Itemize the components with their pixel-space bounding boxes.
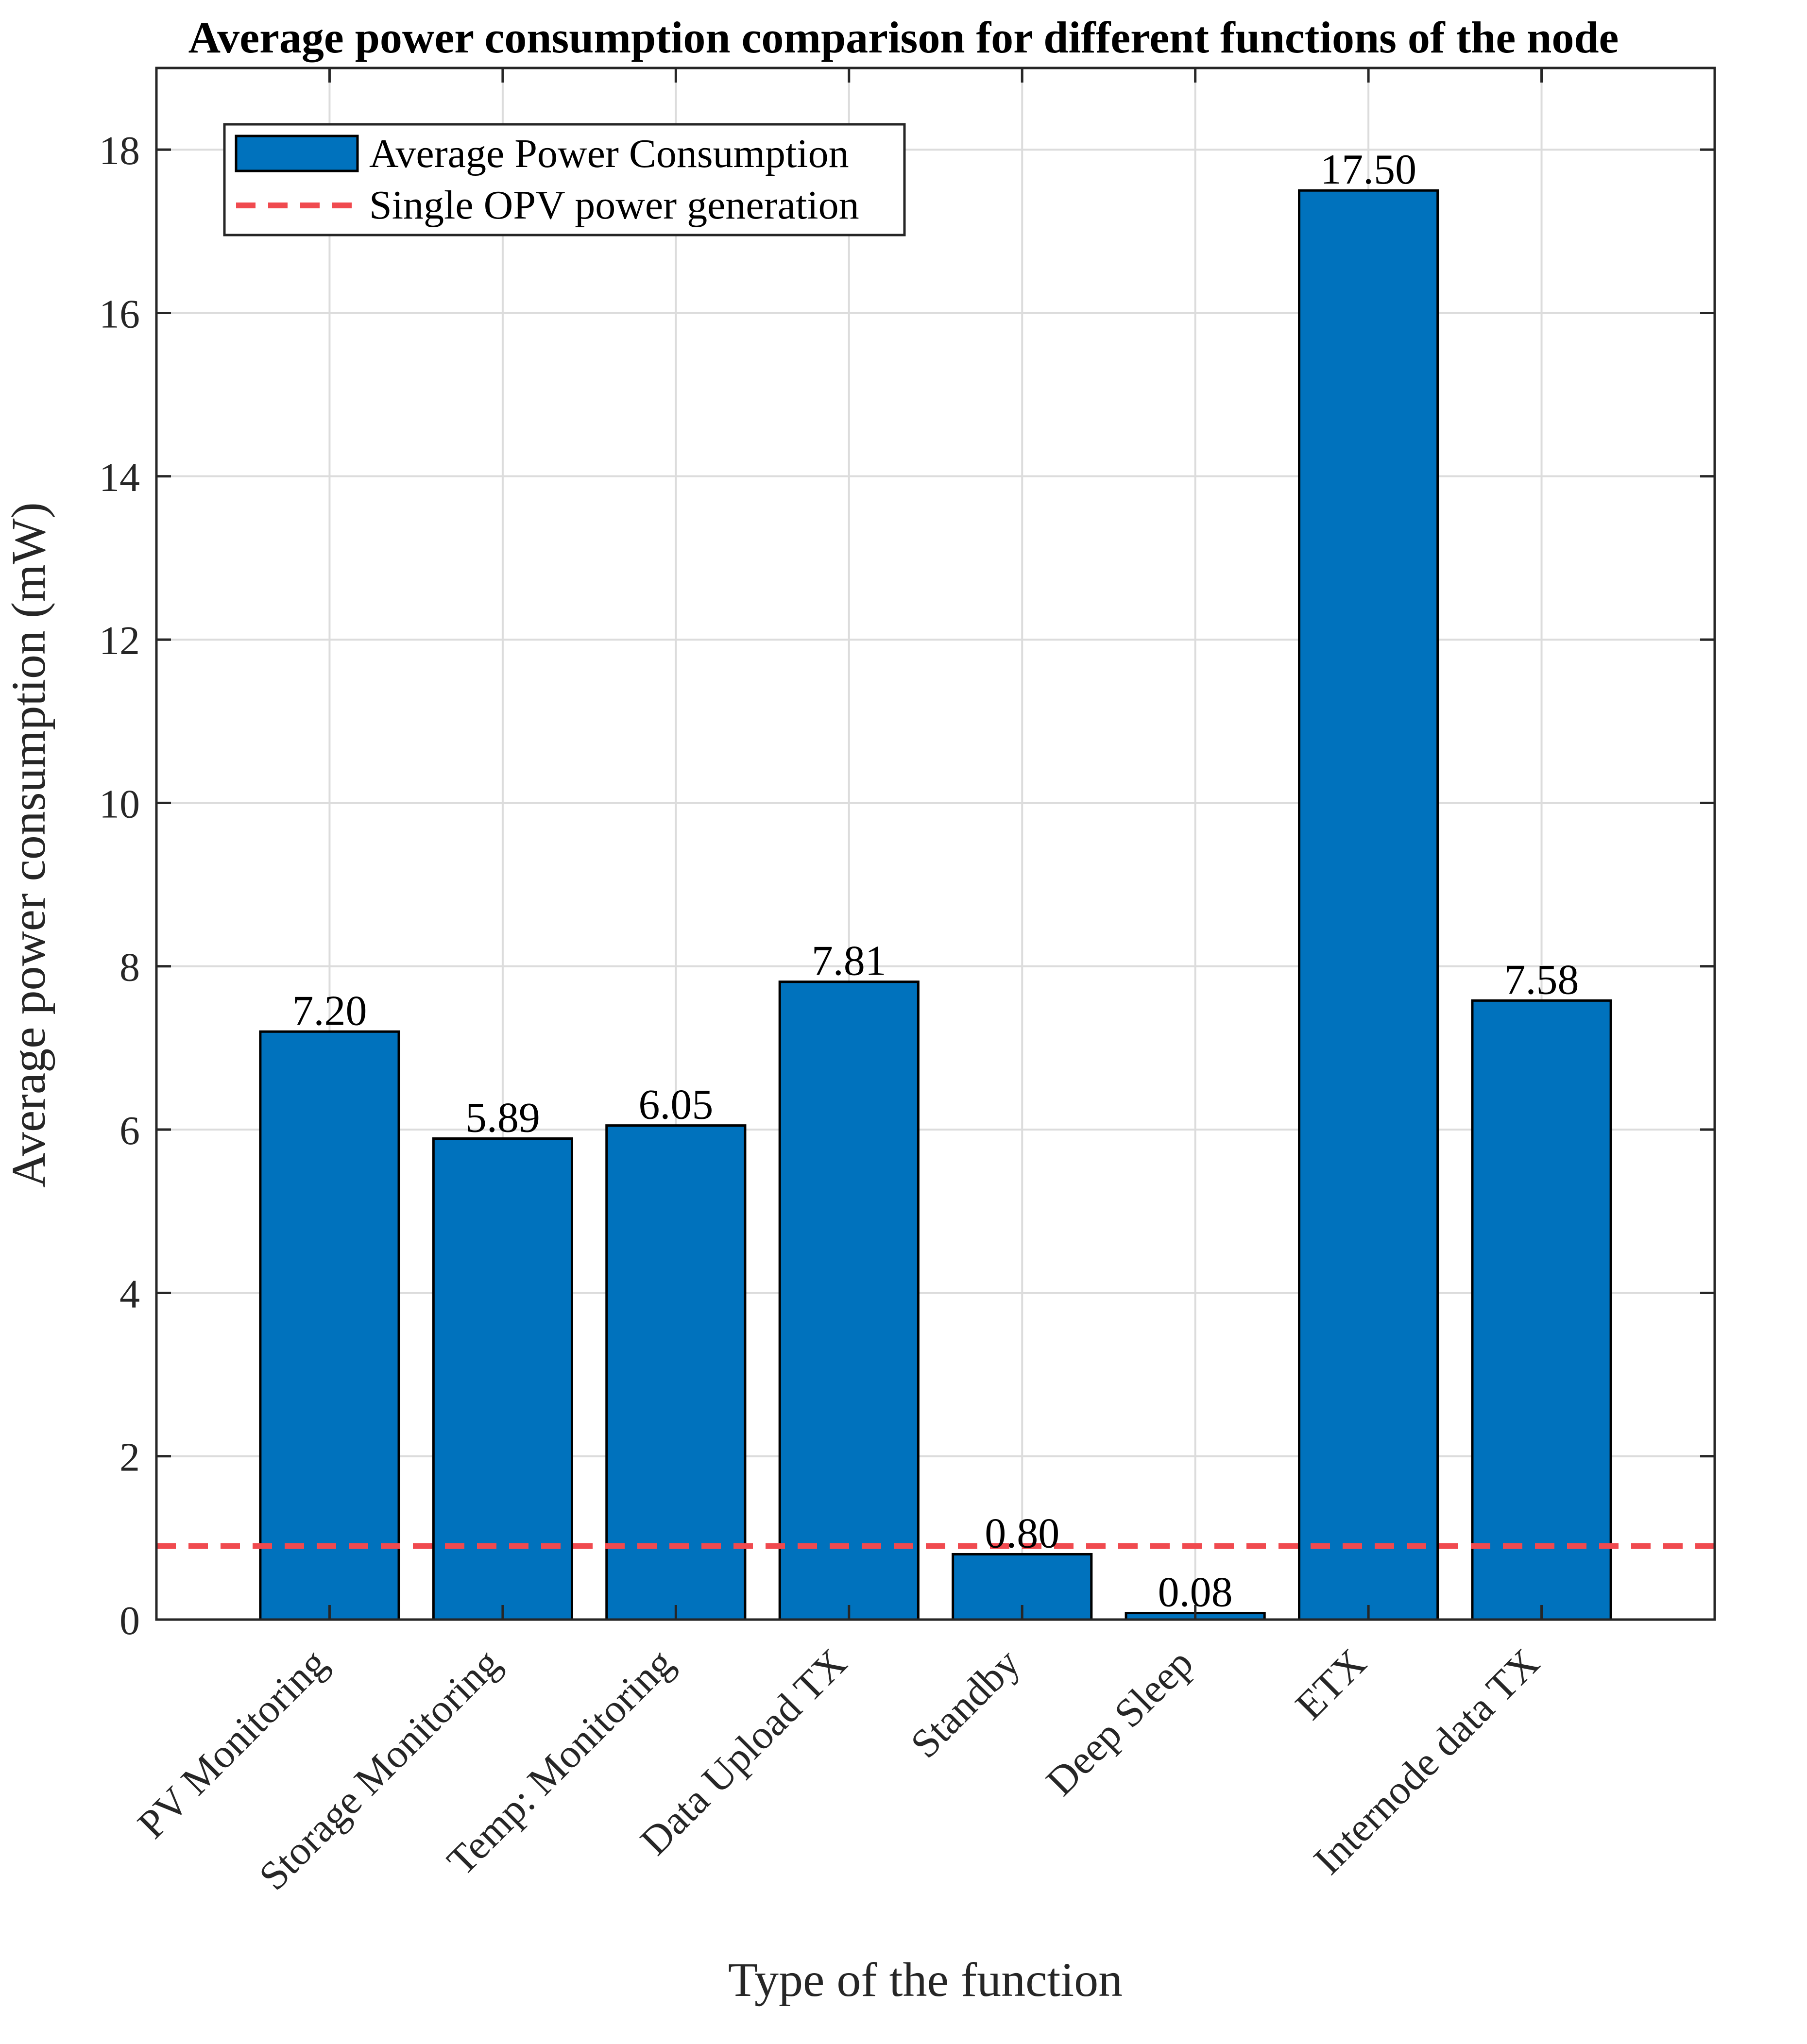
bar-value-label: 7.58 [1504, 956, 1579, 1003]
bar-value-label: 5.89 [465, 1095, 540, 1142]
y-tick-label: 18 [99, 128, 140, 173]
legend: Average Power Consumption Single OPV pow… [223, 123, 906, 236]
bar [1298, 189, 1439, 1621]
y-axis-label: Average power consumption (mW) [1, 502, 55, 1188]
y-tick-label: 16 [99, 291, 140, 337]
bar-value-label: 17.50 [1320, 146, 1416, 193]
y-tick-label: 14 [99, 455, 140, 500]
axes [155, 67, 1716, 1621]
y-tick-label: 10 [99, 781, 140, 827]
y-tick-label: 12 [99, 618, 140, 663]
bar [432, 1137, 573, 1621]
y-tick-label: 8 [119, 945, 140, 990]
bars [259, 189, 1612, 1621]
bar-value-label: 0.80 [985, 1510, 1059, 1557]
bar-value-label: 6.05 [638, 1081, 713, 1129]
y-tick-label: 2 [119, 1435, 140, 1480]
legend-label-reference: Single OPV power generation [369, 183, 859, 228]
bar [1471, 999, 1612, 1621]
y-tick-label: 6 [119, 1108, 140, 1153]
bar-value-label: 7.81 [812, 938, 886, 985]
y-tick-labels: 0 2 4 6 8 10 12 14 16 18 [99, 128, 140, 1643]
y-tick-label: 4 [119, 1271, 140, 1317]
bar [778, 980, 920, 1621]
y-tick-label: 0 [119, 1598, 140, 1643]
chart-title: Average power consumption comparison for… [188, 13, 1619, 62]
plot-frame [155, 67, 1716, 1621]
legend-label-bars: Average Power Consumption [369, 131, 849, 176]
bar-value-label: 7.20 [292, 987, 367, 1034]
legend-swatch-bar [235, 135, 359, 172]
bar [259, 1030, 400, 1621]
x-axis-label: Type of the function [728, 1953, 1123, 2007]
bar [605, 1124, 747, 1621]
